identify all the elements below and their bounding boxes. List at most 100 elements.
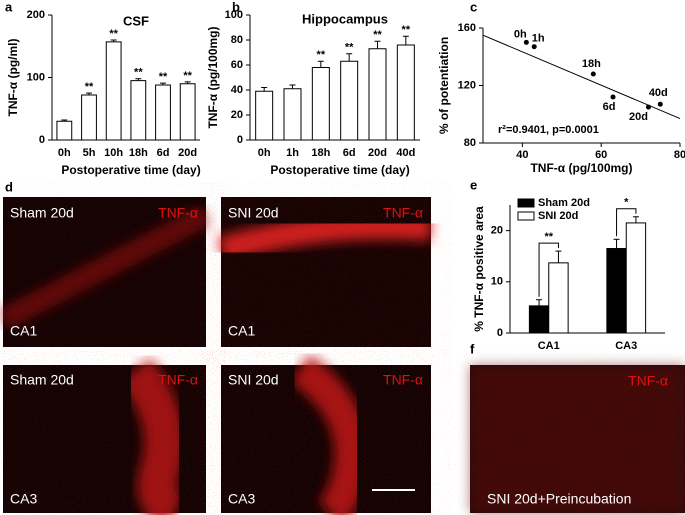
y-axis-label: TNF-α (pg/100mg): [206, 26, 220, 128]
x-tick-label: CA1: [538, 340, 560, 352]
y-tick-label: 0: [39, 134, 45, 146]
y-tick-label: 10: [491, 276, 503, 288]
point: [657, 101, 663, 107]
y-tick-label: 80: [464, 137, 476, 149]
bar: [283, 88, 302, 141]
panel-letter: a: [5, 0, 13, 14]
micrograph: [3, 357, 206, 515]
significance: **: [345, 42, 354, 54]
significance-bracket: [616, 208, 637, 237]
image-label: Sham 20d: [10, 372, 74, 388]
x-tick-label: 0h: [258, 147, 271, 159]
image-label: TNF-α: [383, 205, 423, 221]
point: [523, 39, 529, 45]
point-label: 1h: [532, 33, 545, 45]
image-label: CA1: [10, 323, 37, 339]
bar: [396, 44, 415, 141]
image-label: CA3: [10, 491, 37, 507]
image-label: TNF-α: [628, 373, 668, 389]
x-tick-label: 0h: [58, 147, 71, 159]
significance: *: [624, 197, 629, 209]
bar: [56, 120, 73, 141]
y-tick-label: 80: [231, 34, 243, 46]
x-tick-label: 80: [674, 149, 685, 161]
bar: [81, 94, 97, 141]
legend-label: Sham 20d: [538, 197, 590, 209]
panel-letter: b: [232, 0, 240, 14]
bar: [340, 60, 359, 141]
panel-letter: e: [470, 177, 477, 192]
significance: **: [402, 24, 411, 36]
y-tick-label: 0: [237, 134, 243, 146]
bar: [155, 84, 171, 141]
x-axis-label: Postoperative time (day): [61, 163, 200, 177]
x-tick-label: 40d: [396, 147, 415, 159]
point: [590, 71, 596, 77]
x-tick-label: 40: [516, 149, 528, 161]
y-axis-label: TNF-α (pg/ml): [6, 38, 20, 116]
point-label: 18h: [582, 58, 601, 70]
y-tick-label: 160: [458, 22, 476, 34]
x-tick-label: 6d: [157, 147, 170, 159]
panel-letter: f: [470, 341, 475, 356]
y-tick-label: 40: [231, 84, 243, 96]
annotation: r²=0.9401, p=0.0001: [498, 124, 599, 136]
x-tick-label: CA3: [615, 340, 637, 352]
x-tick-label: 1h: [286, 147, 299, 159]
significance: **: [109, 28, 118, 40]
chart-title: Hippocampus: [302, 11, 388, 26]
image-label: TNF-α: [158, 372, 198, 388]
y-tick-label: 200: [27, 9, 45, 21]
bar: [130, 80, 147, 141]
significance: **: [373, 29, 382, 41]
point-label: 40d: [649, 87, 668, 99]
x-tick-label: 20d: [178, 147, 197, 159]
y-tick-label: 120: [458, 79, 476, 91]
legend-swatch: [517, 211, 535, 221]
x-tick-label: 6d: [343, 147, 356, 159]
chart-title: CSF: [123, 13, 149, 28]
micrograph: [221, 354, 431, 515]
bar: [548, 262, 569, 334]
point: [645, 104, 651, 110]
y-axis-label: % TNF-α positive area: [472, 206, 486, 332]
x-axis-label: Postoperative time (day): [270, 163, 409, 177]
significance: **: [544, 231, 553, 243]
significance: **: [134, 67, 143, 79]
y-tick-label: 60: [231, 59, 243, 71]
significance-bracket: [538, 242, 559, 297]
x-tick-label: 10h: [104, 147, 123, 159]
significance: **: [183, 70, 192, 82]
y-tick-label: 0: [497, 327, 503, 339]
point: [531, 44, 537, 50]
point: [610, 94, 616, 100]
micrograph: [0, 197, 212, 347]
y-tick-label: 20: [491, 225, 503, 237]
y-tick-label: 100: [225, 9, 243, 21]
bar: [105, 41, 122, 141]
y-tick-label: 20: [231, 109, 243, 121]
image-label: Sham 20d: [10, 205, 74, 221]
significance: **: [85, 81, 94, 93]
y-tick-label: 100: [27, 71, 45, 83]
x-tick-label: 20d: [368, 147, 387, 159]
y-axis-label: % of potentiation: [437, 37, 451, 134]
image-label: CA3: [228, 491, 255, 507]
bar: [179, 83, 196, 141]
micrograph: [217, 197, 432, 347]
x-tick-label: 5h: [83, 147, 96, 159]
significance: **: [159, 71, 168, 83]
panel-letter: c: [470, 0, 477, 14]
x-axis-label: TNF-α (pg/100mg): [530, 161, 632, 175]
image-label: SNI 20d: [228, 205, 279, 221]
point-label: 0h: [514, 28, 527, 40]
bar: [528, 305, 550, 334]
image-label: SNI 20d+Preincubation: [487, 491, 631, 507]
fit-line: [482, 34, 681, 120]
point-label: 20d: [629, 111, 648, 123]
point-label: 6d: [603, 101, 616, 113]
legend-label: SNI 20d: [538, 210, 578, 222]
panel-letter: d: [5, 179, 13, 194]
image-label: TNF-α: [158, 205, 198, 221]
